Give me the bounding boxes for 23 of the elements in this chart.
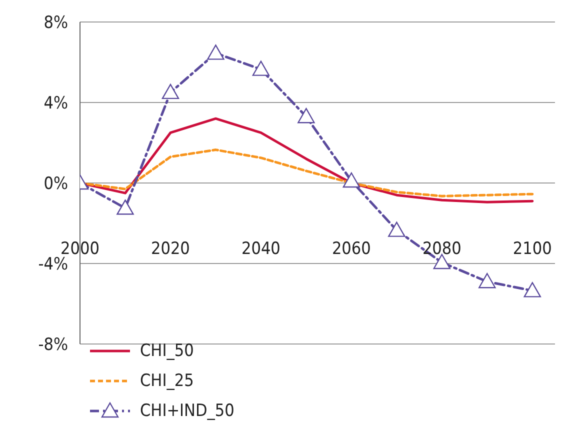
- point: [342, 172, 360, 188]
- y-tick-label: 8%: [44, 13, 68, 33]
- point: [252, 60, 270, 76]
- x-tick-label: 2040: [241, 239, 280, 259]
- point: [524, 282, 541, 298]
- legend-label: CHI_50: [140, 341, 194, 361]
- x-tick-label: 2020: [151, 239, 190, 259]
- legend-label: CHI+IND_50: [140, 401, 234, 421]
- x-tick-label: 2100: [512, 239, 552, 259]
- point: [207, 44, 224, 60]
- x-tick-label: 2060: [332, 239, 371, 259]
- point: [388, 222, 406, 237]
- point: [433, 254, 451, 270]
- point: [116, 200, 134, 215]
- y-tick-label: -8%: [38, 335, 68, 355]
- legend-label: CHI_25: [140, 371, 194, 391]
- y-tick-label: -4%: [38, 254, 68, 274]
- point: [162, 84, 180, 100]
- y-tick-label: 0%: [44, 174, 68, 194]
- point: [298, 108, 315, 124]
- y-tick-label: 4%: [44, 94, 68, 114]
- x-tick-label: 2080: [422, 239, 462, 259]
- point: [478, 273, 496, 288]
